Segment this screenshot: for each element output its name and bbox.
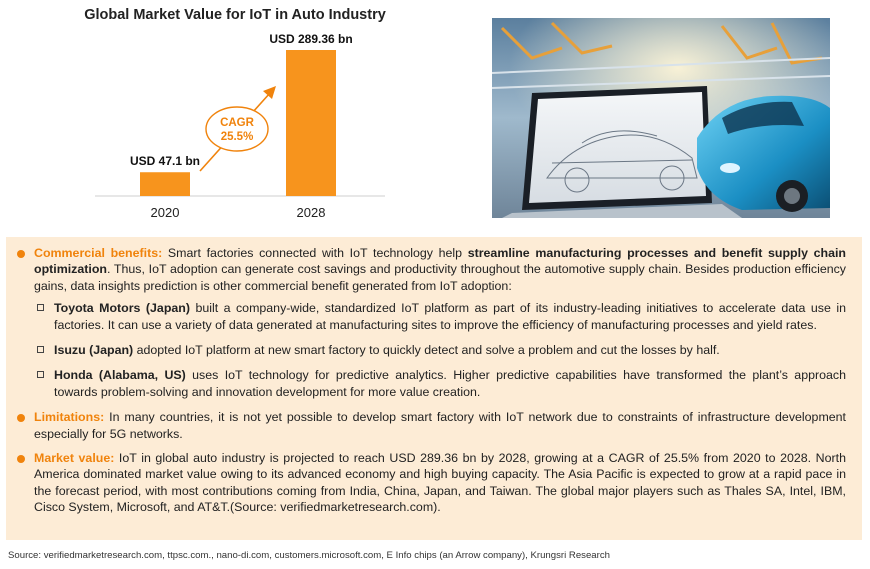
chart-area: Global Market Value for IoT in Auto Indu… [0, 0, 480, 232]
checkbox-bullet-icon [37, 346, 44, 354]
cagr-annotation: CAGR 25.5% [199, 86, 276, 172]
car-headlight [720, 163, 740, 173]
bullet-dot-icon [17, 413, 25, 422]
commercial-benefits-text: Smart factories connected with IoT techn… [162, 246, 468, 260]
example-item: Isuzu (Japan) adopted IoT platform at ne… [37, 342, 846, 358]
example-company: Honda (Alabama, US) [54, 368, 186, 383]
commercial-benefits-bullet: Commercial benefits: Smart factories con… [16, 245, 846, 400]
example-item: Toyota Motors (Japan) built a company-wi… [37, 300, 846, 333]
laptop-display [529, 92, 706, 203]
market-value-bullet: Market value: IoT in global auto industr… [16, 450, 846, 516]
x-tick-label-2028: 2028 [297, 205, 326, 220]
example-company: Isuzu (Japan) [54, 343, 134, 358]
x-tick-label-2020: 2020 [151, 205, 180, 220]
market-value-text: IoT in global auto industry is projected… [34, 451, 846, 515]
commercial-benefits-highlight: streamline manufacturing processes and b… [34, 246, 846, 277]
cagr-label: CAGR [220, 117, 255, 129]
checkbox-bullet-icon [37, 304, 44, 312]
checkbox-bullet-icon [37, 371, 44, 379]
example-item: Honda (Alabama, US) uses IoT technology … [37, 367, 846, 400]
commercial-benefits-heading: Commercial benefits: [34, 246, 163, 260]
bar-2020 [140, 172, 190, 196]
bullet-dot-icon [17, 454, 25, 463]
bullet-dot-icon [17, 249, 25, 258]
growth-arrow-head-icon [263, 86, 276, 99]
bar-value-label-2020: USD 47.1 bn [130, 154, 200, 168]
ceiling-rails [492, 57, 830, 89]
limitations-heading: Limitations: [34, 410, 105, 425]
bar-chart: USD 47.1 bn USD 289.36 bn 2020 2028 CAGR… [95, 32, 385, 220]
example-company: Toyota Motors (Japan) [54, 301, 190, 316]
source-note: Source: verifiedmarketresearch.com, ttps… [8, 550, 610, 561]
cad-car-drawing [546, 130, 698, 193]
car-factory-photo [492, 18, 830, 218]
commercial-benefits-text-cont: . Thus, IoT adoption can generate cost s… [34, 262, 846, 293]
example-text: uses IoT technology for predictive analy… [54, 368, 846, 399]
chart-title: Global Market Value for IoT in Auto Indu… [84, 7, 386, 23]
car-wheel-rim [784, 188, 800, 204]
example-text: built a company-wide, standardized IoT p… [54, 301, 846, 332]
car-windshield [722, 101, 804, 134]
laptop-base [502, 204, 742, 218]
cagr-ellipse [205, 106, 269, 152]
cagr-value: 25.5% [221, 131, 254, 143]
bar-value-label-2028: USD 289.36 bn [269, 32, 352, 46]
example-text: adopted IoT platform at new smart factor… [133, 343, 720, 358]
limitations-text: In many countries, it is not yet possibl… [34, 410, 846, 441]
limitations-bullet: Limitations: In many countries, it is no… [16, 409, 846, 442]
info-panel: Commercial benefits: Smart factories con… [6, 237, 862, 540]
market-value-heading: Market value: [34, 451, 115, 466]
bar-2028 [286, 50, 336, 196]
